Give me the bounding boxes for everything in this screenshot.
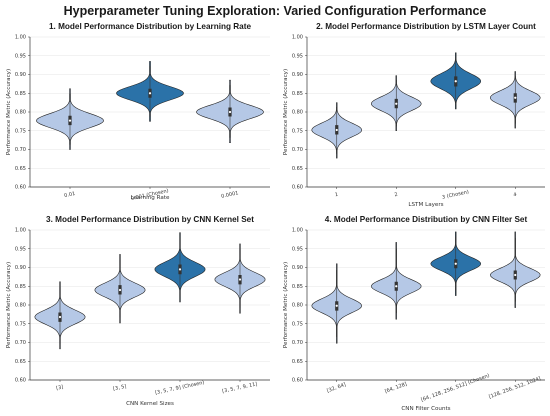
y-tick-label: 0.70 — [292, 340, 303, 346]
violin-median — [238, 278, 242, 281]
y-tick-label: 0.90 — [292, 265, 303, 271]
x-tick-label: [3, 5, 7, 9] (Chosen) — [155, 380, 205, 396]
x-tick-label: [64, 128, 256, 512] (Chosen) — [420, 373, 490, 403]
violin-median — [454, 80, 457, 83]
violin-median — [514, 273, 517, 277]
violin-median — [58, 315, 62, 319]
panel-1: 1. Model Performance Distribution by Lea… — [6, 22, 270, 202]
y-tick-label: 0.65 — [15, 166, 26, 172]
y-tick-label: 0.85 — [292, 284, 303, 290]
panel-3: 3. Model Performance Distribution by CNN… — [6, 215, 270, 407]
x-axis-label: CNN Kernel Sizes — [126, 401, 174, 407]
y-tick-label: 0.60 — [15, 378, 26, 384]
violin-median — [148, 92, 152, 95]
panel-title: 2. Model Performance Distribution by LST… — [316, 22, 536, 31]
panel-title: 4. Model Performance Distribution by CNN… — [325, 215, 528, 224]
y-tick-label: 0.65 — [292, 166, 303, 172]
y-tick-label: 0.80 — [292, 303, 303, 309]
figure-title: Hyperparameter Tuning Exploration: Varie… — [64, 4, 487, 18]
y-tick-label: 0.95 — [292, 53, 303, 59]
violin-median — [395, 102, 398, 105]
x-tick-label: 2 — [394, 192, 398, 199]
x-axis-label: CNN Filter Counts — [401, 406, 450, 412]
y-tick-label: 0.60 — [292, 378, 303, 384]
x-tick-label: 3 (Chosen) — [442, 189, 470, 201]
panel-2: 2. Model Performance Distribution by LST… — [283, 22, 545, 208]
y-tick-label: 0.60 — [15, 185, 26, 191]
y-tick-label: 1.00 — [292, 35, 303, 41]
panel-4: 4. Model Performance Distribution by CNN… — [283, 215, 545, 412]
x-tick-label: [3] — [56, 384, 64, 391]
y-tick-label: 0.80 — [292, 110, 303, 116]
y-tick-label: 0.75 — [15, 128, 26, 134]
violin-median — [118, 288, 122, 292]
y-axis-label: Performance Metric (Accuracy) — [6, 69, 12, 155]
x-axis-label: Learning Rate — [131, 195, 170, 201]
y-tick-label: 0.85 — [15, 284, 26, 290]
y-tick-label: 0.70 — [15, 340, 26, 346]
violin-median — [228, 110, 232, 114]
y-tick-label: 0.95 — [15, 53, 26, 59]
x-tick-label: 0.01 — [64, 191, 76, 199]
panel-title: 3. Model Performance Distribution by CNN… — [46, 215, 254, 224]
y-tick-label: 0.75 — [15, 321, 26, 327]
y-axis-label: Performance Metric (Accuracy) — [283, 262, 289, 348]
x-tick-label: [3, 5, 7, 9, 11] — [222, 381, 258, 394]
x-tick-label: [3, 5] — [113, 384, 127, 393]
y-tick-label: 0.80 — [15, 110, 26, 116]
y-tick-label: 0.95 — [292, 246, 303, 252]
violin-median — [514, 96, 517, 99]
y-tick-label: 0.80 — [15, 303, 26, 309]
y-tick-label: 0.95 — [15, 246, 26, 252]
x-axis-label: LSTM Layers — [408, 202, 443, 208]
x-tick-label: 0.0001 — [221, 190, 239, 200]
x-tick-label: 1 — [334, 192, 338, 199]
y-axis-label: Performance Metric (Accuracy) — [6, 262, 12, 348]
y-tick-label: 0.90 — [15, 265, 26, 271]
violin-median — [178, 268, 182, 271]
panel-title: 1. Model Performance Distribution by Lea… — [49, 22, 251, 31]
violin-median — [335, 128, 338, 132]
violin-median — [454, 262, 457, 265]
y-tick-label: 0.85 — [15, 91, 26, 97]
y-tick-label: 0.70 — [292, 147, 303, 153]
y-tick-label: 0.90 — [292, 72, 303, 78]
violin-median — [68, 119, 72, 122]
x-tick-label: [64, 128] — [384, 381, 408, 395]
x-tick-label: [128, 256, 512, 1024] — [488, 376, 542, 400]
y-tick-label: 1.00 — [292, 228, 303, 234]
violin-median — [335, 304, 338, 307]
y-axis-label: Performance Metric (Accuracy) — [283, 69, 289, 155]
y-tick-label: 0.90 — [15, 72, 26, 78]
y-tick-label: 1.00 — [15, 35, 26, 41]
violin-median — [395, 285, 398, 288]
y-tick-label: 0.85 — [292, 91, 303, 97]
y-tick-label: 0.65 — [15, 359, 26, 365]
x-tick-label: 4 — [513, 192, 517, 199]
x-tick-label: [32, 64] — [326, 382, 347, 394]
y-tick-label: 0.65 — [292, 359, 303, 365]
y-tick-label: 0.60 — [292, 185, 303, 191]
y-tick-label: 1.00 — [15, 228, 26, 234]
y-tick-label: 0.70 — [15, 147, 26, 153]
y-tick-label: 0.75 — [292, 128, 303, 134]
y-tick-label: 0.75 — [292, 321, 303, 327]
